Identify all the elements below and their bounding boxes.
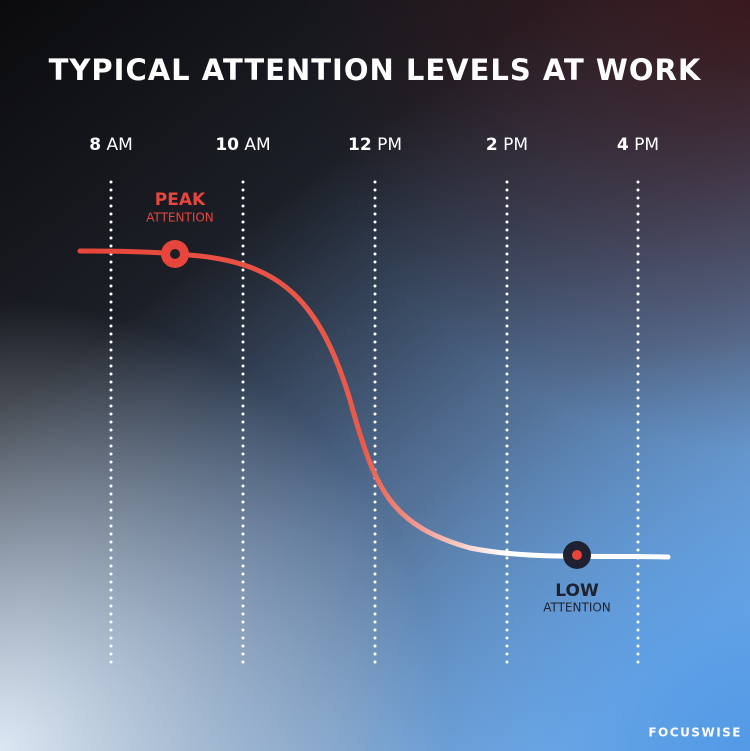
hour: 12 [348,135,372,155]
peak-sublabel: ATTENTION [146,211,214,225]
period: PM [634,135,659,155]
period: PM [503,135,528,155]
time-labels: 8 AM 10 AM 12 PM 2 PM 4 PM [89,135,659,155]
peak-label: PEAK [155,190,206,210]
marker-dot [170,249,180,259]
time-label: 4 PM [617,135,659,155]
brand: FOCUSWISE [648,726,742,740]
hour: 8 [89,135,101,155]
hour: 2 [486,135,498,155]
hour: 4 [617,135,629,155]
time-label: 10 AM [215,135,270,155]
period: AM [106,135,132,155]
title: TYPICAL ATTENTION LEVELS AT WORK [49,53,702,87]
time-label: 2 PM [486,135,528,155]
period: PM [377,135,402,155]
time-label: 8 AM [89,135,133,155]
marker-dot [572,550,582,560]
low-label: LOW [555,581,599,601]
low-sublabel: ATTENTION [543,601,611,615]
period: AM [244,135,270,155]
peak-marker [161,240,189,268]
hour: 10 [215,135,239,155]
time-label: 12 PM [348,135,402,155]
low-marker [563,541,591,569]
